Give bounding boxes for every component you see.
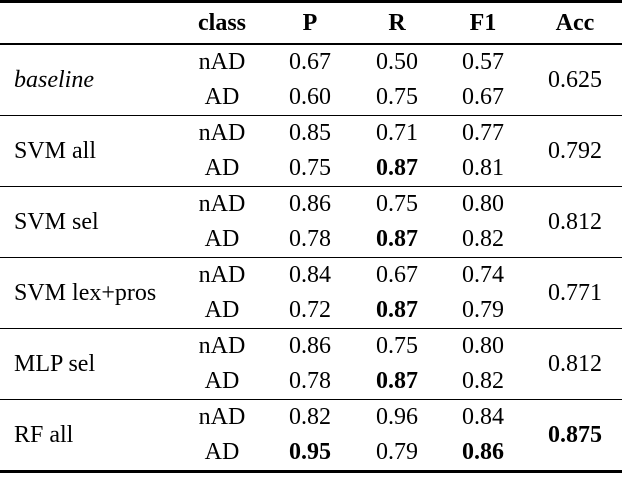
table-row: AD 0.72 0.87 0.79 — [0, 293, 622, 329]
precision-value: 0.85 — [289, 120, 331, 146]
recall-value: 0.87 — [376, 368, 418, 394]
class-label: AD — [204, 297, 240, 323]
results-table-body: baseline nAD 0.67 0.50 0.57 0.625 AD 0.60 0.75 0.… — [0, 44, 622, 472]
recall-value: 0.96 — [376, 404, 418, 430]
header-class: class — [198, 9, 246, 36]
class-label: nAD — [198, 49, 246, 75]
model-label: SVM sel — [14, 208, 99, 235]
header-row: class P R F1 Acc — [0, 2, 622, 45]
precision-value: 0.95 — [289, 439, 331, 465]
precision-value: 0.78 — [289, 226, 331, 252]
class-label: nAD — [198, 262, 246, 288]
class-label: nAD — [198, 333, 246, 359]
recall-value: 0.79 — [376, 439, 418, 465]
f1-value: 0.57 — [462, 49, 504, 75]
accuracy-value: 0.812 — [548, 208, 602, 235]
f1-value: 0.84 — [462, 404, 504, 430]
class-label: nAD — [198, 191, 246, 217]
table-row: AD 0.75 0.87 0.81 — [0, 151, 622, 187]
accuracy-value: 0.625 — [548, 66, 602, 93]
header-precision: P — [302, 9, 318, 36]
table-row: SVM lex+pros nAD 0.84 0.67 0.74 0.771 — [0, 257, 622, 306]
recall-value: 0.75 — [376, 84, 418, 110]
precision-value: 0.67 — [289, 49, 331, 75]
f1-value: 0.77 — [462, 120, 504, 146]
recall-value: 0.75 — [376, 333, 418, 359]
accuracy-value: 0.771 — [548, 279, 602, 306]
class-label: AD — [204, 226, 240, 252]
header-accuracy: Acc — [555, 9, 595, 36]
table-row: AD 0.78 0.87 0.82 — [0, 364, 622, 400]
header-model — [0, 2, 180, 45]
f1-value: 0.67 — [462, 84, 504, 110]
table-row: AD 0.95 0.79 0.86 — [0, 435, 622, 472]
model-label: SVM lex+pros — [14, 279, 157, 306]
f1-value: 0.74 — [462, 262, 504, 288]
class-label: nAD — [198, 404, 246, 430]
f1-value: 0.86 — [462, 439, 504, 465]
f1-value: 0.80 — [462, 191, 504, 217]
class-label: AD — [204, 439, 240, 465]
table-row: MLP sel nAD 0.86 0.75 0.80 0.812 — [0, 328, 622, 377]
recall-value: 0.87 — [376, 155, 418, 181]
table-row: AD 0.78 0.87 0.82 — [0, 222, 622, 258]
accuracy-value: 0.812 — [548, 350, 602, 377]
class-label: nAD — [198, 120, 246, 146]
f1-value: 0.82 — [462, 368, 504, 394]
header-f1: F1 — [469, 9, 497, 36]
results-table-header: class P R F1 Acc — [0, 2, 622, 45]
class-label: AD — [204, 155, 240, 181]
model-label: SVM all — [14, 137, 97, 164]
model-label: MLP sel — [14, 350, 96, 377]
precision-value: 0.86 — [289, 333, 331, 359]
table-row: SVM all nAD 0.85 0.71 0.77 0.792 — [0, 115, 622, 164]
model-label: baseline — [14, 66, 94, 93]
recall-value: 0.87 — [376, 226, 418, 252]
f1-value: 0.80 — [462, 333, 504, 359]
table-row: AD 0.60 0.75 0.67 — [0, 80, 622, 116]
precision-value: 0.75 — [289, 155, 331, 181]
accuracy-value: 0.875 — [548, 421, 602, 448]
recall-value: 0.50 — [376, 49, 418, 75]
accuracy-value: 0.792 — [548, 137, 602, 164]
table-row: baseline nAD 0.67 0.50 0.57 0.625 — [0, 44, 622, 93]
class-label: AD — [204, 368, 240, 394]
precision-value: 0.72 — [289, 297, 331, 323]
table-row: RF all nAD 0.82 0.96 0.84 0.875 — [0, 399, 622, 448]
f1-value: 0.82 — [462, 226, 504, 252]
recall-value: 0.67 — [376, 262, 418, 288]
f1-value: 0.81 — [462, 155, 504, 181]
precision-value: 0.86 — [289, 191, 331, 217]
recall-value: 0.75 — [376, 191, 418, 217]
precision-value: 0.84 — [289, 262, 331, 288]
precision-value: 0.82 — [289, 404, 331, 430]
class-label: AD — [204, 84, 240, 110]
recall-value: 0.87 — [376, 297, 418, 323]
recall-value: 0.71 — [376, 120, 418, 146]
header-recall: R — [388, 9, 406, 36]
table-row: SVM sel nAD 0.86 0.75 0.80 0.812 — [0, 186, 622, 235]
f1-value: 0.79 — [462, 297, 504, 323]
precision-value: 0.78 — [289, 368, 331, 394]
precision-value: 0.60 — [289, 84, 331, 110]
model-label: RF all — [14, 421, 74, 448]
